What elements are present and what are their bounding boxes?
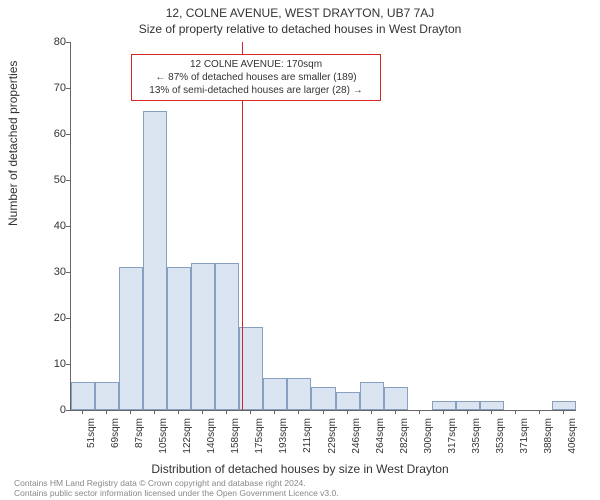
histogram-bar xyxy=(311,387,335,410)
histogram-bar xyxy=(71,382,95,410)
chart-title-sub: Size of property relative to detached ho… xyxy=(0,22,600,36)
y-tick-mark xyxy=(66,134,70,135)
x-tick-mark xyxy=(226,410,227,414)
x-tick-label: 140sqm xyxy=(206,418,217,458)
histogram-bar xyxy=(215,263,239,410)
x-tick-mark xyxy=(130,410,131,414)
x-tick-mark xyxy=(419,410,420,414)
histogram-bar xyxy=(167,267,191,410)
x-tick-label: 211sqm xyxy=(302,418,313,458)
x-tick-mark xyxy=(274,410,275,414)
histogram-bar xyxy=(360,382,384,410)
x-tick-label: 175sqm xyxy=(254,418,265,458)
x-tick-mark xyxy=(154,410,155,414)
x-tick-mark xyxy=(491,410,492,414)
y-tick-label: 40 xyxy=(40,220,66,232)
x-tick-label: 388sqm xyxy=(543,418,554,458)
x-tick-mark xyxy=(347,410,348,414)
histogram-bar xyxy=(95,382,119,410)
x-tick-mark xyxy=(298,410,299,414)
x-tick-label: 300sqm xyxy=(423,418,434,458)
x-tick-mark xyxy=(563,410,564,414)
histogram-bar xyxy=(263,378,287,410)
x-tick-mark xyxy=(82,410,83,414)
x-tick-label: 87sqm xyxy=(134,418,145,458)
y-tick-mark xyxy=(66,318,70,319)
histogram-bar xyxy=(384,387,408,410)
histogram-bar xyxy=(287,378,311,410)
x-tick-label: 246sqm xyxy=(351,418,362,458)
x-tick-label: 282sqm xyxy=(399,418,410,458)
y-tick-label: 20 xyxy=(40,312,66,324)
y-tick-mark xyxy=(66,410,70,411)
annotation-line: ← 87% of detached houses are smaller (18… xyxy=(138,71,374,84)
histogram-bar xyxy=(336,392,360,410)
annotation-line: 13% of semi-detached houses are larger (… xyxy=(138,84,374,97)
x-tick-label: 353sqm xyxy=(495,418,506,458)
x-tick-label: 335sqm xyxy=(471,418,482,458)
histogram-bar xyxy=(552,401,576,410)
x-tick-label: 69sqm xyxy=(110,418,121,458)
x-tick-mark xyxy=(443,410,444,414)
x-tick-mark xyxy=(250,410,251,414)
chart-container: 12, COLNE AVENUE, WEST DRAYTON, UB7 7AJ … xyxy=(0,0,600,500)
plot-area: 12 COLNE AVENUE: 170sqm← 87% of detached… xyxy=(70,42,576,411)
x-tick-label: 51sqm xyxy=(86,418,97,458)
y-axis-label: Number of detached properties xyxy=(6,61,20,226)
x-tick-label: 317sqm xyxy=(447,418,458,458)
x-tick-mark xyxy=(106,410,107,414)
y-tick-label: 80 xyxy=(40,36,66,48)
histogram-bar xyxy=(143,111,167,410)
y-tick-label: 10 xyxy=(40,358,66,370)
y-tick-mark xyxy=(66,272,70,273)
x-axis-label: Distribution of detached houses by size … xyxy=(0,462,600,476)
chart-title-main: 12, COLNE AVENUE, WEST DRAYTON, UB7 7AJ xyxy=(0,6,600,20)
y-tick-mark xyxy=(66,364,70,365)
x-tick-mark xyxy=(467,410,468,414)
x-tick-mark xyxy=(178,410,179,414)
x-tick-label: 193sqm xyxy=(278,418,289,458)
x-tick-label: 229sqm xyxy=(327,418,338,458)
y-tick-label: 50 xyxy=(40,174,66,186)
y-tick-label: 60 xyxy=(40,128,66,140)
x-tick-label: 264sqm xyxy=(375,418,386,458)
x-tick-label: 371sqm xyxy=(519,418,530,458)
y-tick-mark xyxy=(66,180,70,181)
annotation-box: 12 COLNE AVENUE: 170sqm← 87% of detached… xyxy=(131,54,381,101)
x-tick-mark xyxy=(539,410,540,414)
x-tick-label: 406sqm xyxy=(567,418,578,458)
footer-copyright-2: Contains public sector information licen… xyxy=(14,488,339,498)
x-tick-label: 122sqm xyxy=(182,418,193,458)
x-tick-mark xyxy=(515,410,516,414)
x-tick-mark xyxy=(202,410,203,414)
histogram-bar xyxy=(119,267,143,410)
y-tick-label: 0 xyxy=(40,404,66,416)
y-tick-label: 30 xyxy=(40,266,66,278)
histogram-bar xyxy=(456,401,480,410)
y-tick-mark xyxy=(66,88,70,89)
histogram-bar xyxy=(480,401,504,410)
x-tick-mark xyxy=(395,410,396,414)
x-tick-mark xyxy=(323,410,324,414)
y-tick-mark xyxy=(66,226,70,227)
histogram-bar xyxy=(239,327,263,410)
x-tick-mark xyxy=(371,410,372,414)
annotation-line: 12 COLNE AVENUE: 170sqm xyxy=(138,58,374,71)
x-tick-label: 105sqm xyxy=(158,418,169,458)
histogram-bar xyxy=(432,401,456,410)
y-tick-label: 70 xyxy=(40,82,66,94)
footer-copyright-1: Contains HM Land Registry data © Crown c… xyxy=(14,478,306,488)
x-tick-label: 158sqm xyxy=(230,418,241,458)
y-tick-mark xyxy=(66,42,70,43)
histogram-bar xyxy=(191,263,215,410)
